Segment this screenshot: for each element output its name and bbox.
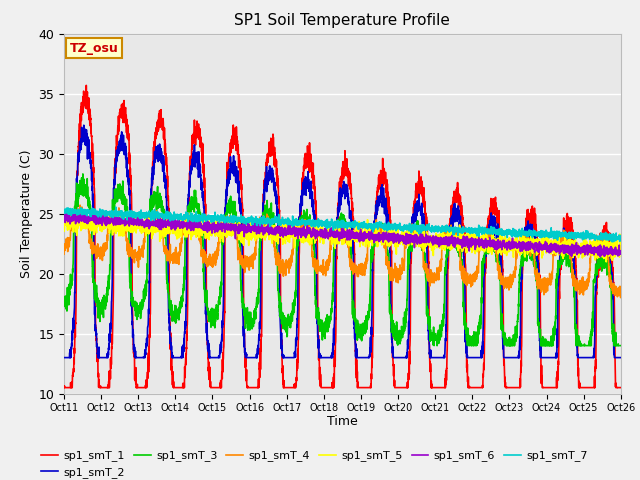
sp1_smT_5: [60, 219, 68, 225]
sp1_smT_6: [216, 223, 223, 229]
sp1_smT_6: [564, 247, 572, 252]
sp1_smT_4: [397, 268, 404, 274]
sp1_smT_5: [406, 235, 414, 240]
Title: SP1 Soil Temperature Profile: SP1 Soil Temperature Profile: [234, 13, 451, 28]
sp1_smT_4: [564, 244, 572, 250]
sp1_smT_6: [617, 251, 625, 256]
sp1_smT_2: [180, 342, 188, 348]
Line: sp1_smT_1: sp1_smT_1: [64, 85, 621, 388]
sp1_smT_1: [407, 262, 415, 268]
sp1_smT_5: [180, 227, 188, 232]
sp1_smT_2: [564, 237, 572, 242]
sp1_smT_5: [617, 246, 625, 252]
sp1_smT_3: [60, 301, 68, 307]
Line: sp1_smT_4: sp1_smT_4: [64, 205, 621, 298]
Line: sp1_smT_6: sp1_smT_6: [64, 212, 621, 257]
sp1_smT_4: [617, 295, 625, 300]
sp1_smT_3: [216, 300, 223, 306]
sp1_smT_1: [60, 384, 68, 389]
sp1_smT_7: [397, 224, 404, 229]
sp1_smT_7: [617, 235, 625, 240]
sp1_smT_7: [112, 204, 120, 210]
sp1_smT_7: [564, 232, 572, 238]
sp1_smT_4: [180, 231, 188, 237]
sp1_smT_2: [617, 355, 625, 360]
Line: sp1_smT_5: sp1_smT_5: [64, 210, 621, 262]
Legend: sp1_smT_1, sp1_smT_2, sp1_smT_3, sp1_smT_4, sp1_smT_5, sp1_smT_6, sp1_smT_7: sp1_smT_1, sp1_smT_2, sp1_smT_3, sp1_smT…: [37, 446, 592, 480]
sp1_smT_7: [617, 233, 625, 239]
Line: sp1_smT_2: sp1_smT_2: [64, 125, 621, 358]
sp1_smT_4: [617, 286, 625, 291]
Line: sp1_smT_3: sp1_smT_3: [64, 174, 621, 346]
sp1_smT_1: [83, 83, 90, 88]
sp1_smT_6: [397, 232, 404, 238]
sp1_smT_1: [216, 385, 223, 391]
sp1_smT_1: [60, 385, 68, 391]
sp1_smT_1: [180, 384, 188, 389]
Line: sp1_smT_7: sp1_smT_7: [64, 207, 621, 242]
sp1_smT_4: [60, 252, 68, 257]
sp1_smT_1: [564, 215, 572, 221]
sp1_smT_5: [617, 247, 625, 253]
X-axis label: Time: Time: [327, 415, 358, 428]
sp1_smT_6: [180, 221, 188, 227]
sp1_smT_5: [564, 252, 572, 257]
sp1_smT_5: [63, 207, 71, 213]
sp1_smT_2: [216, 355, 223, 360]
sp1_smT_7: [216, 214, 223, 220]
sp1_smT_3: [79, 171, 86, 177]
sp1_smT_3: [406, 232, 414, 238]
sp1_smT_6: [60, 214, 68, 220]
sp1_smT_3: [180, 287, 188, 293]
sp1_smT_2: [617, 355, 625, 360]
sp1_smT_4: [216, 236, 223, 241]
sp1_smT_3: [397, 329, 404, 335]
Text: TZ_osu: TZ_osu: [70, 42, 118, 55]
sp1_smT_7: [180, 216, 188, 222]
sp1_smT_2: [406, 247, 414, 252]
sp1_smT_5: [602, 259, 610, 264]
sp1_smT_5: [397, 231, 404, 237]
sp1_smT_5: [216, 221, 223, 227]
sp1_smT_3: [564, 248, 572, 254]
sp1_smT_4: [406, 229, 414, 235]
sp1_smT_4: [76, 202, 84, 208]
sp1_smT_4: [617, 286, 625, 292]
sp1_smT_6: [70, 209, 77, 215]
sp1_smT_7: [406, 221, 414, 227]
sp1_smT_3: [430, 343, 438, 348]
sp1_smT_1: [397, 385, 404, 391]
sp1_smT_6: [596, 254, 604, 260]
sp1_smT_6: [406, 232, 414, 238]
sp1_smT_7: [608, 239, 616, 245]
sp1_smT_6: [617, 250, 625, 256]
Y-axis label: Soil Temperature (C): Soil Temperature (C): [20, 149, 33, 278]
sp1_smT_2: [80, 122, 88, 128]
sp1_smT_1: [617, 385, 625, 391]
sp1_smT_1: [617, 385, 625, 391]
sp1_smT_2: [60, 355, 68, 360]
sp1_smT_7: [60, 210, 68, 216]
sp1_smT_3: [617, 343, 625, 348]
sp1_smT_3: [617, 343, 625, 348]
sp1_smT_2: [397, 355, 404, 360]
